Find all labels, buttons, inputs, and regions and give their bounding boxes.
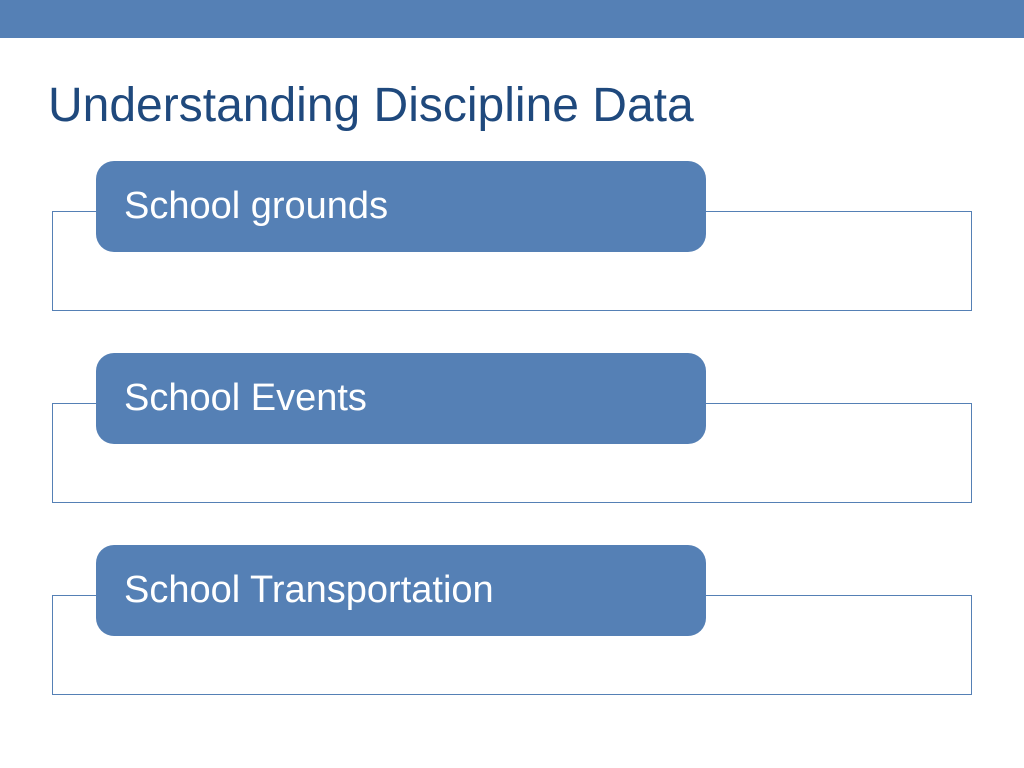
list-item-pill: School grounds — [96, 161, 706, 252]
list-item-pill: School Transportation — [96, 545, 706, 636]
slide-title: Understanding Discipline Data — [48, 78, 976, 133]
list-item-pill: School Events — [96, 353, 706, 444]
list-item-group: School Events — [48, 353, 976, 503]
top-accent-bar — [0, 0, 1024, 38]
list-item-group: School grounds — [48, 161, 976, 311]
list-item-group: School Transportation — [48, 545, 976, 695]
slide-content: Understanding Discipline Data School gro… — [0, 38, 1024, 695]
